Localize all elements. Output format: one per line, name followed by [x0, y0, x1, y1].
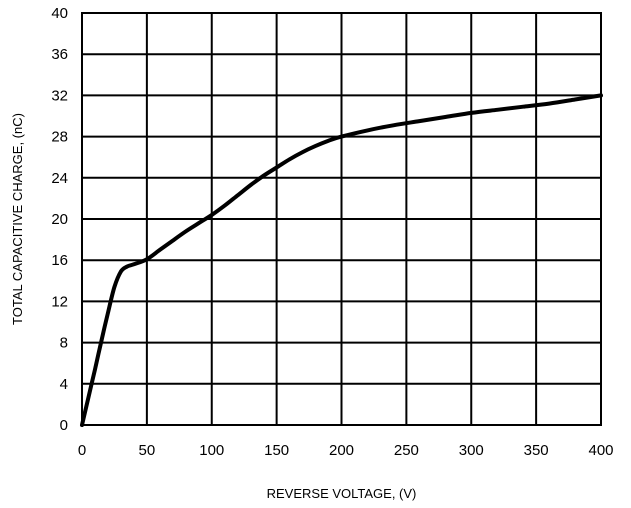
- x-tick-label-2: 100: [199, 442, 224, 459]
- y-tick-labels: 0 4 8 12 16 20 24 28 32 36 40: [51, 5, 68, 434]
- series-layer: [80, 93, 603, 427]
- y-tick-label-10: 40: [51, 5, 68, 22]
- y-tick-label-2: 8: [60, 335, 68, 352]
- x-tick-label-5: 250: [394, 442, 419, 459]
- x-tick-label-8: 400: [588, 442, 613, 459]
- y-tick-label-8: 32: [51, 87, 68, 104]
- y-tick-label-7: 28: [51, 129, 68, 146]
- grid-lines: [81, 12, 602, 426]
- x-tick-labels: 0 50 100 150 200 250 300 350 400: [78, 442, 614, 459]
- y-tick-label-3: 12: [51, 293, 68, 310]
- x-tick-label-0: 0: [78, 442, 86, 459]
- y-tick-label-5: 20: [51, 211, 68, 228]
- plot-border: [81, 12, 602, 426]
- y-axis-label: TOTAL CAPACITIVE CHARGE, (nC): [10, 113, 25, 325]
- y-tick-label-4: 16: [51, 252, 68, 269]
- x-tick-label-6: 300: [459, 442, 484, 459]
- y-tick-label-0: 0: [60, 417, 68, 434]
- y-tick-label-9: 36: [51, 46, 68, 63]
- x-tick-label-4: 200: [329, 442, 354, 459]
- x-tick-label-1: 50: [139, 442, 156, 459]
- x-axis-label: REVERSE VOLTAGE, (V): [267, 486, 417, 501]
- y-tick-label-1: 4: [60, 376, 68, 393]
- x-tick-label-7: 350: [524, 442, 549, 459]
- x-tick-label-3: 150: [264, 442, 289, 459]
- y-tick-label-6: 24: [51, 170, 68, 187]
- plot-frame: [81, 12, 602, 426]
- series-line-0: [80, 93, 603, 427]
